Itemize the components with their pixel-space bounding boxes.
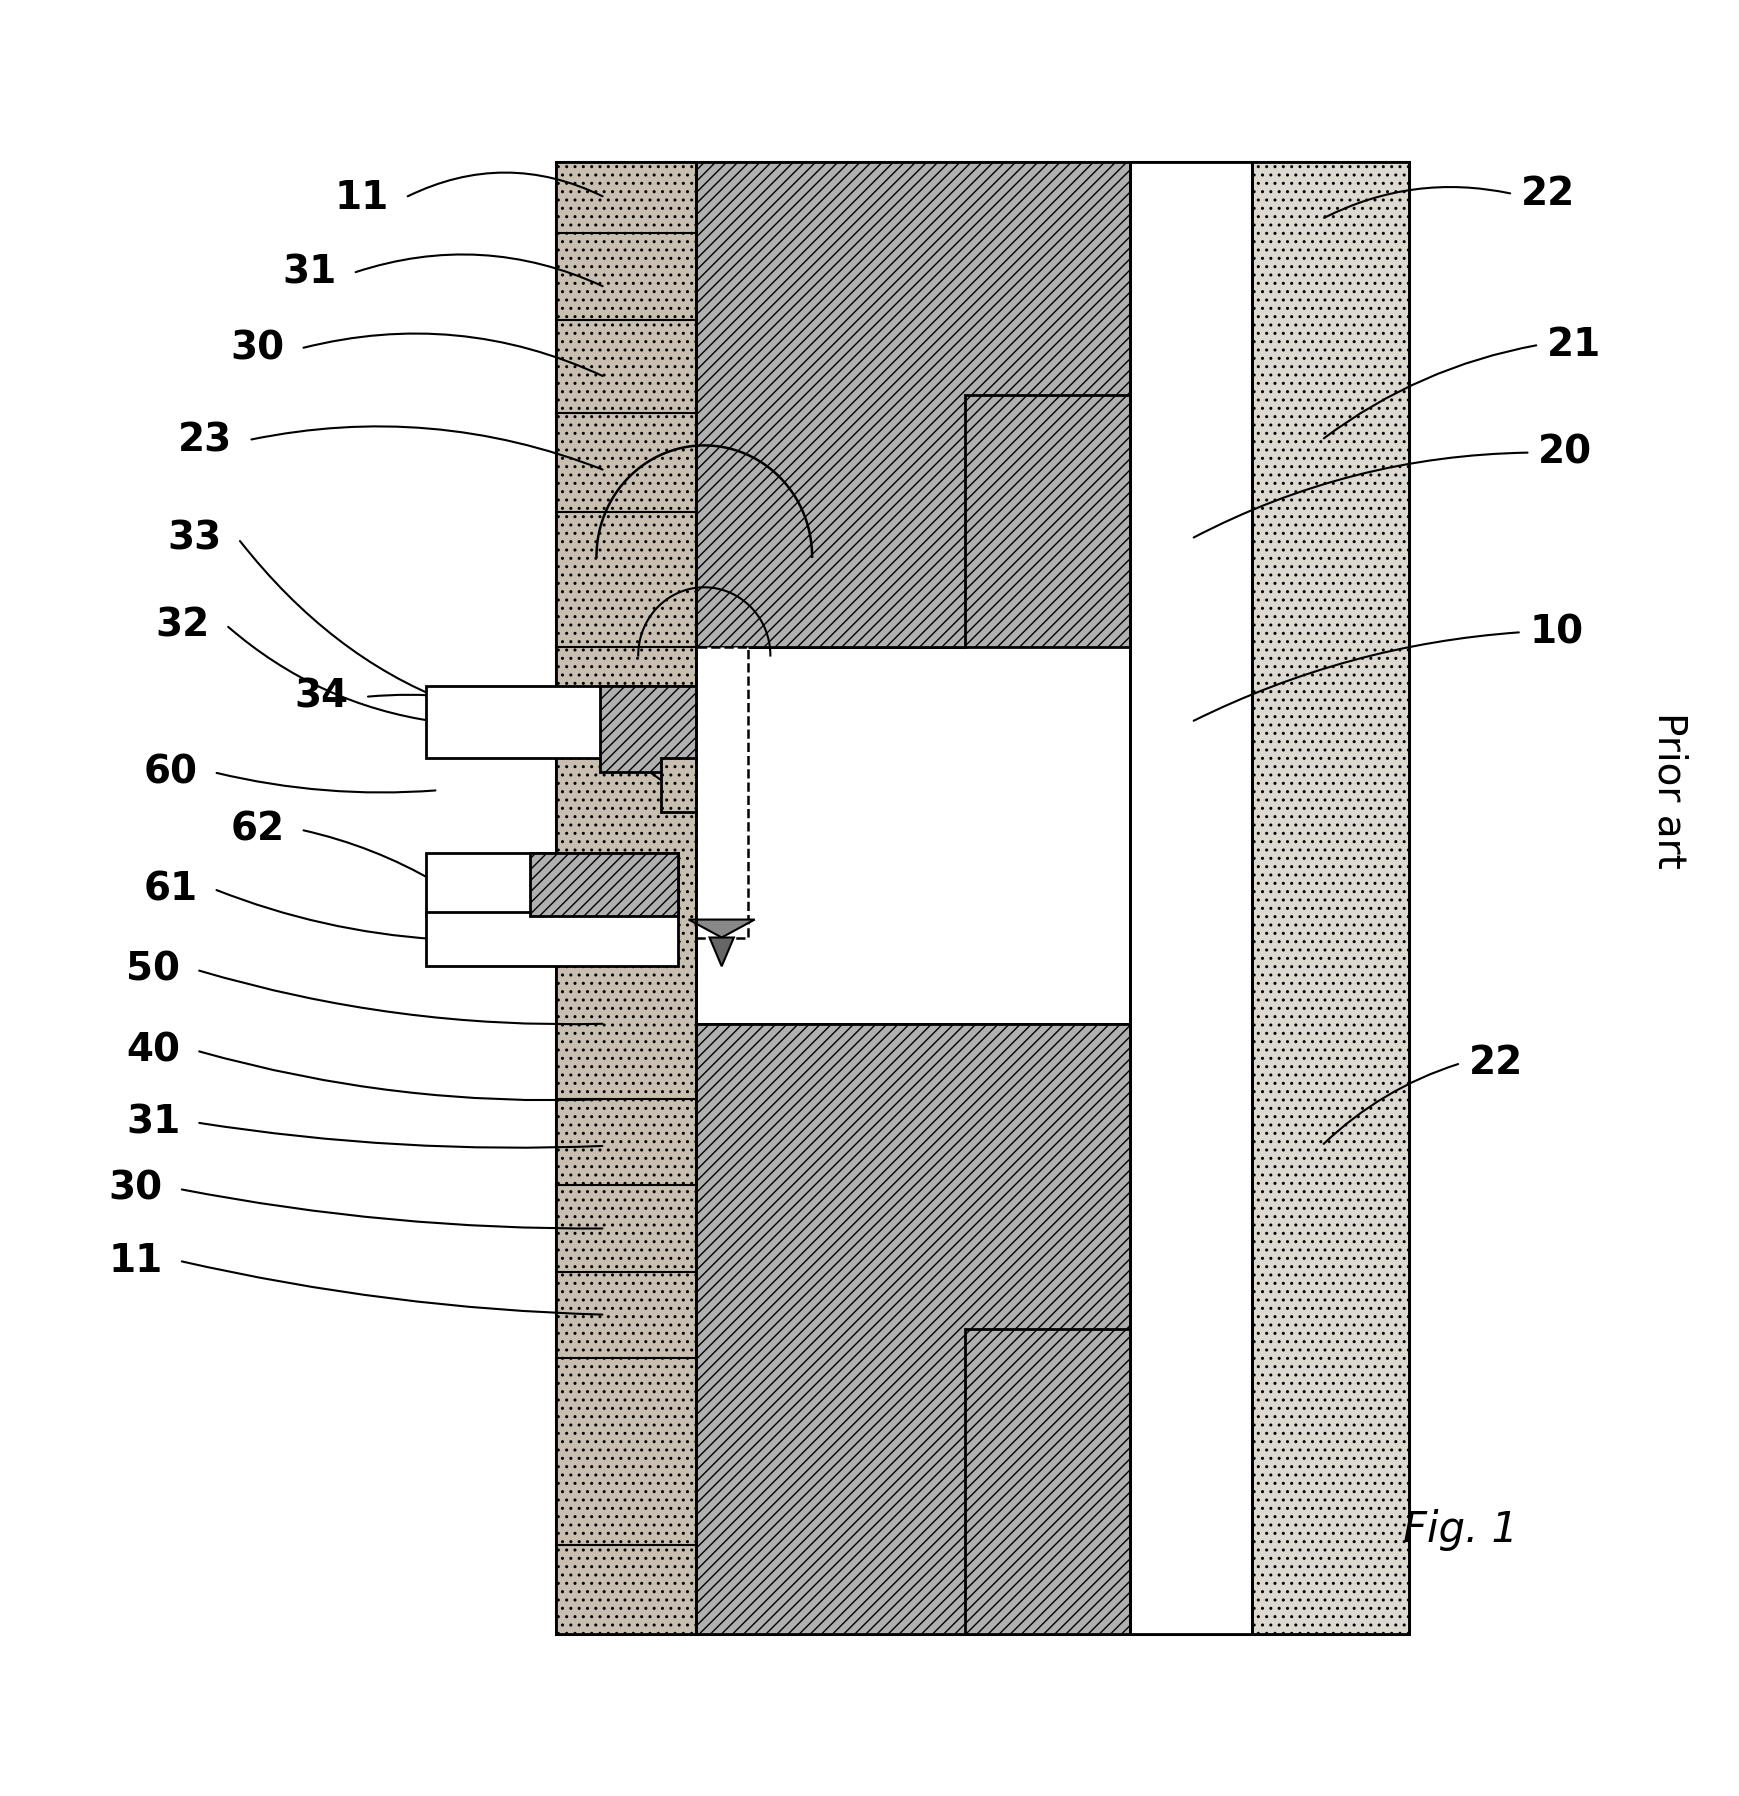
- Bar: [556, 162, 1409, 1634]
- Polygon shape: [710, 938, 734, 966]
- Bar: [1252, 162, 1409, 1634]
- Polygon shape: [696, 1024, 1130, 1634]
- Bar: [426, 912, 678, 966]
- Bar: [696, 1024, 1130, 1634]
- Text: 21: 21: [1546, 325, 1602, 365]
- Text: 61: 61: [143, 869, 198, 909]
- Bar: [600, 686, 722, 772]
- Text: 11: 11: [108, 1241, 163, 1281]
- Bar: [696, 647, 748, 938]
- Text: 11: 11: [334, 178, 390, 217]
- Text: 33: 33: [167, 519, 223, 559]
- Polygon shape: [696, 162, 1130, 647]
- Text: 10: 10: [1529, 612, 1584, 652]
- Text: 40: 40: [125, 1031, 181, 1070]
- Text: 23: 23: [177, 420, 233, 460]
- Text: 62: 62: [230, 810, 285, 850]
- Text: 50: 50: [125, 950, 181, 990]
- Text: 22: 22: [1520, 174, 1576, 214]
- Bar: [530, 853, 678, 916]
- Text: 31: 31: [125, 1103, 181, 1142]
- Bar: [426, 853, 678, 916]
- Text: 32: 32: [155, 605, 210, 645]
- Bar: [696, 162, 1130, 647]
- Bar: [426, 686, 722, 758]
- Bar: [556, 162, 696, 1634]
- Text: 34: 34: [294, 677, 350, 717]
- Polygon shape: [689, 920, 755, 938]
- Text: Prior art: Prior art: [1650, 711, 1689, 869]
- Text: 20: 20: [1537, 433, 1593, 472]
- Text: 30: 30: [230, 329, 285, 368]
- Text: 22: 22: [1468, 1043, 1523, 1083]
- Bar: [661, 758, 727, 812]
- Text: 31: 31: [282, 253, 337, 293]
- Text: Fig. 1: Fig. 1: [1403, 1509, 1518, 1552]
- Bar: [1130, 162, 1252, 1634]
- Text: 30: 30: [108, 1169, 163, 1209]
- Text: 60: 60: [143, 753, 198, 792]
